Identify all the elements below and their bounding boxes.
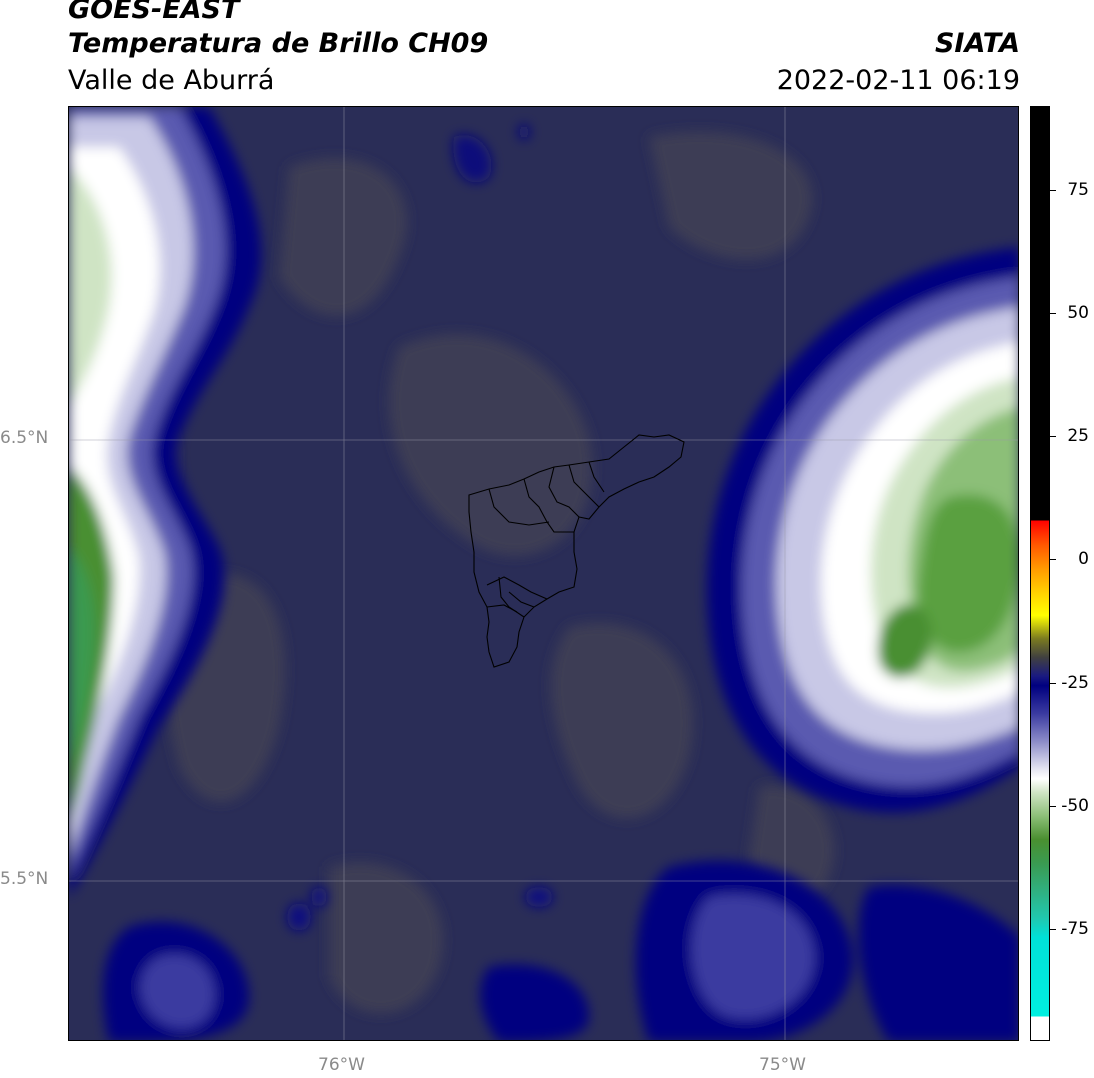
colorbar-tick-minus-25: [1050, 683, 1056, 684]
timestamp-label: 2022-02-11 06:19: [776, 65, 1020, 96]
channel-title: Temperatura de Brillo CH09: [68, 28, 489, 59]
municipal-boundaries: [468, 434, 685, 668]
colorbar-tick-75: [1050, 190, 1056, 191]
map-canvas: [69, 107, 1018, 1040]
colorbar-label-minus-50: -50: [1061, 796, 1089, 816]
bottom-cloud-fragments: [103, 860, 1018, 1040]
right-cloud-band: [707, 247, 1018, 813]
satellite-map[interactable]: [68, 106, 1019, 1041]
left-cloud-band: [69, 107, 262, 897]
colorbar: [1030, 106, 1050, 1041]
colorbar-tick-minus-75: [1050, 929, 1056, 930]
graticule: [69, 107, 1018, 1040]
colorbar-label-minus-25: -25: [1061, 673, 1089, 693]
organization-label: SIATA: [934, 28, 1020, 59]
dark-spots: [287, 124, 553, 931]
colorbar-tick-50: [1050, 313, 1056, 314]
lat-tick-6-5: 6.5°N: [0, 428, 49, 448]
colorbar-label-25: 25: [1067, 426, 1089, 446]
lon-tick-76w: 76°W: [318, 1055, 365, 1075]
lat-tick-5-5: 5.5°N: [0, 869, 49, 889]
colorbar-label-50: 50: [1067, 303, 1089, 323]
colorbar-tick-0: [1050, 559, 1056, 560]
colorbar-tick-25: [1050, 436, 1056, 437]
colorbar-label-0: 0: [1078, 549, 1089, 569]
colorbar-tick-minus-50: [1050, 806, 1056, 807]
lon-tick-75w: 75°W: [759, 1055, 806, 1075]
colorbar-label-minus-75: -75: [1061, 919, 1089, 939]
satellite-title: GOES-EAST: [68, 0, 240, 25]
region-title: Valle de Aburrá: [68, 65, 275, 96]
colorbar-label-75: 75: [1067, 180, 1089, 200]
